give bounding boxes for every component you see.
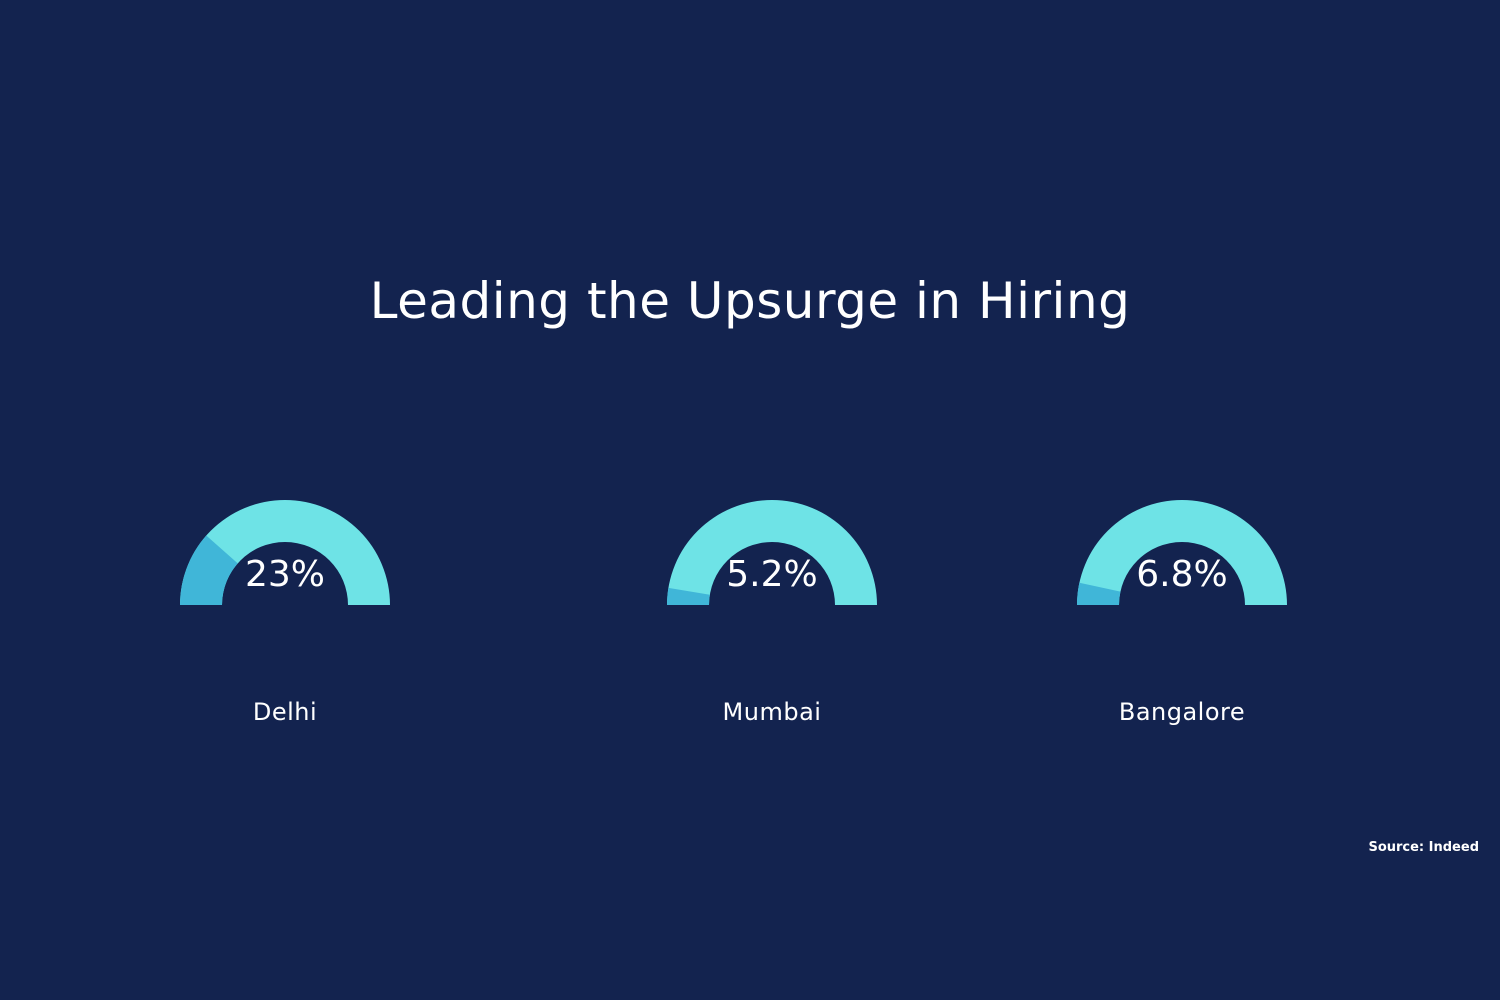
- gauge-value-mumbai: 5.2%: [726, 554, 818, 595]
- gauge-value-bangalore: 6.8%: [1136, 554, 1228, 595]
- gauge-track-mumbai: [667, 500, 877, 605]
- source-note: Source: Indeed: [1368, 840, 1479, 855]
- gauge-label-delhi: Delhi: [252, 698, 318, 726]
- gauge-track-bangalore: [1077, 500, 1287, 605]
- gauge-label-mumbai: Mumbai: [722, 698, 822, 726]
- gauge-label-bangalore: Bangalore: [1118, 698, 1246, 726]
- gauge-value-arc-mumbai: [667, 587, 710, 605]
- chart-title: Leading the Upsurge in Hiring: [369, 272, 1131, 330]
- gauge-bangalore-svg: [1077, 500, 1287, 605]
- gauge-delhi: 23% Delhi: [175, 495, 395, 755]
- gauge-value-arc-delhi: [180, 535, 238, 605]
- gauge-track-delhi: [180, 500, 390, 605]
- gauge-mumbai: 5.2% Mumbai: [662, 495, 882, 755]
- gauge-bangalore: 6.8% Bangalore: [1072, 495, 1292, 755]
- gauge-value-arc-bangalore: [1077, 582, 1121, 605]
- gauge-delhi-svg: [180, 500, 390, 605]
- gauge-value-delhi: 23%: [244, 554, 325, 595]
- gauge-mumbai-svg: [667, 500, 877, 605]
